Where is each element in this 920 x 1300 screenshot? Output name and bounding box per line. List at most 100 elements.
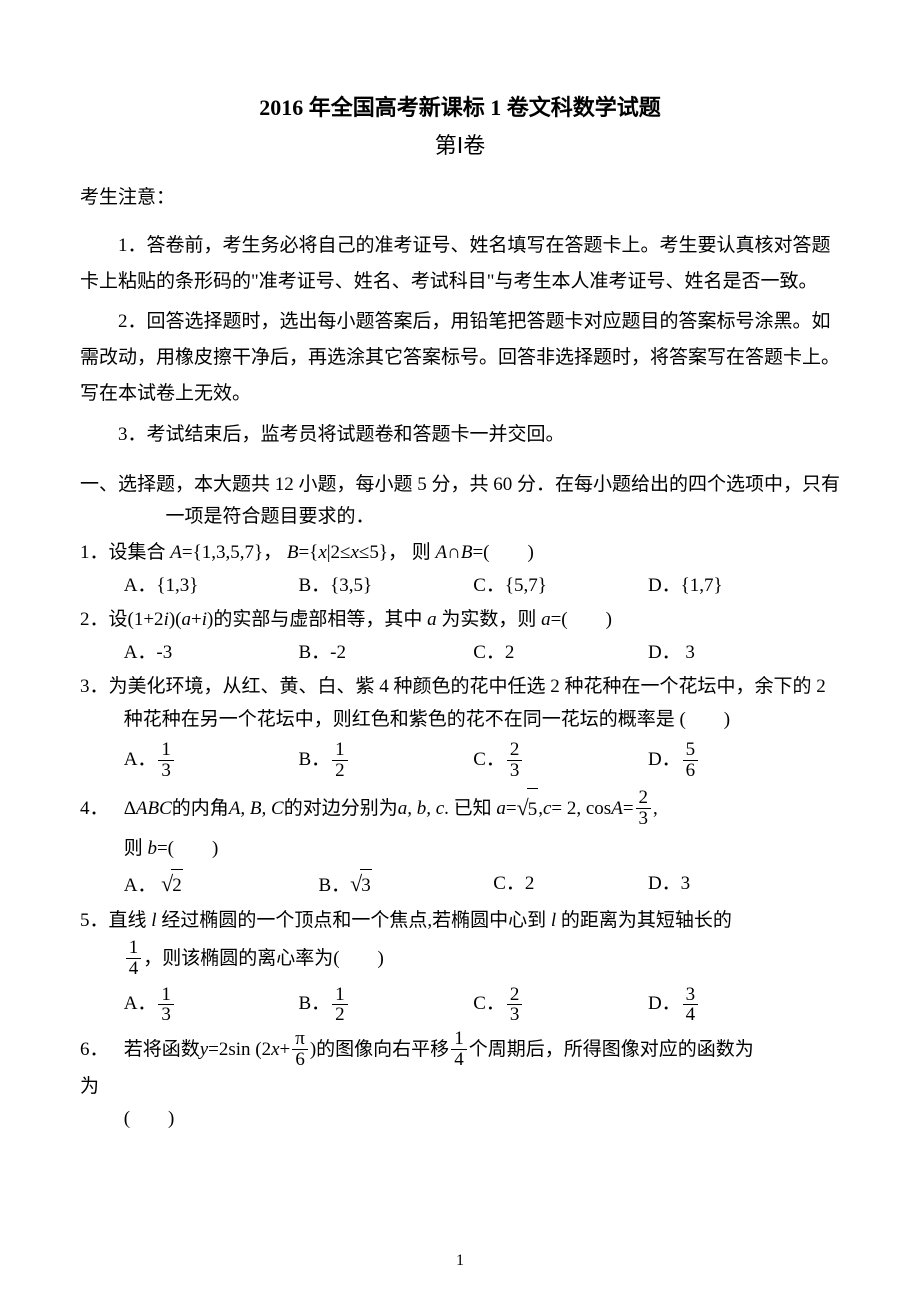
- q4-optB: B．√3: [318, 865, 488, 902]
- q4-sqrt3-val: 3: [360, 869, 372, 902]
- q3-fracD: 56: [683, 740, 699, 781]
- q2-optD: D． 3: [648, 637, 695, 669]
- q6-wei: 为: [80, 1071, 840, 1103]
- q1-B: B: [287, 542, 299, 563]
- q4-end: ,: [653, 788, 658, 830]
- q4-fracCos-d: 3: [636, 809, 652, 829]
- q5-optB-label: B．: [298, 993, 330, 1014]
- notice-item-2: 2．回答选择题时，选出每小题答案后，用铅笔把答题卡对应题目的答案标号涂黑。如需改…: [80, 304, 840, 412]
- q6-frac14-n: 1: [451, 1029, 467, 1050]
- q5-frac14-d: 4: [126, 959, 142, 979]
- q5-frac14-n: 1: [126, 938, 142, 959]
- q4-mid1: 的内角: [172, 788, 229, 830]
- q4-thenb: =( ): [157, 838, 218, 859]
- q2-a1: a: [182, 609, 192, 630]
- q2-optB: B．-2: [298, 637, 468, 669]
- question-4: 4． ΔABC 的内角 A, B, C 的对边分别为 a, b, c. 已知 a…: [80, 784, 840, 902]
- q3-optB-label: B．: [298, 749, 330, 770]
- q6-y: y: [200, 1029, 208, 1071]
- q5-end: ，则该椭圆的离心率为( ): [143, 937, 384, 981]
- q3-num: 3．: [80, 676, 109, 697]
- q4-b: b: [147, 838, 157, 859]
- q4-fracCos: 23: [636, 788, 652, 829]
- q4-ABCletters: A, B, C: [229, 788, 284, 830]
- q3-optC: C．23: [473, 737, 643, 783]
- q1-x2: x: [350, 542, 358, 563]
- q5-optC-label: C．: [473, 993, 505, 1014]
- page-number: 1: [0, 1252, 920, 1270]
- q4-mid3: . 已知: [444, 788, 492, 830]
- q3-text: 为美化环境，从红、黄、白、紫 4 种颜色的花中任选 2 种花种在一个花坛中，余下…: [109, 676, 826, 729]
- q4-pre: Δ: [124, 788, 136, 830]
- q5-fracD-n: 3: [683, 985, 699, 1006]
- q2-a3: a: [541, 609, 551, 630]
- q5-mid2: 的距离为其短轴长的: [556, 910, 732, 931]
- q1-cap: ∩: [447, 542, 461, 563]
- q6-mid: )的图像向右平移: [310, 1029, 449, 1071]
- q4-mid2: 的对边分别为: [284, 788, 398, 830]
- q4-abc: a, b, c: [398, 788, 444, 830]
- q4-c: c: [543, 788, 551, 830]
- q5-fracD: 34: [683, 985, 699, 1026]
- q6-fracPi6-n: π: [292, 1029, 308, 1050]
- q3-optD: D．56: [648, 737, 700, 783]
- q1-optD: D．{1,7}: [648, 570, 723, 602]
- q4-optA-label: A．: [124, 875, 161, 896]
- question-6: 6．若将函数 y=2sin (2x+π6)的图像向右平移14个周期后，所得图像对…: [80, 1029, 840, 1135]
- q1-pre: 设集合: [109, 542, 171, 563]
- q4-fracCos-n: 2: [636, 788, 652, 809]
- q5-fracC: 23: [507, 985, 523, 1026]
- q4-sqrt5: √5: [517, 784, 539, 832]
- q4-sqrt2-val: 2: [171, 869, 183, 902]
- question-3: 3．为美化环境，从红、黄、白、紫 4 种颜色的花中任选 2 种花种在一个花坛中，…: [80, 671, 840, 782]
- q4-num: 4．: [80, 788, 124, 830]
- q3-optA: A．13: [124, 737, 294, 783]
- q5-fracB-n: 1: [332, 985, 348, 1006]
- q6-fracPi6-d: 6: [292, 1050, 308, 1070]
- q5-fracC-n: 2: [507, 985, 523, 1006]
- notice-header: 考生注意：: [80, 180, 840, 216]
- question-1: 1．设集合 A={1,3,5,7}， B={x|2≤x≤5}， 则 A∩B=( …: [80, 537, 840, 602]
- q2-mid3: )的实部与虚部相等，其中: [207, 609, 427, 630]
- q3-fracC-d: 3: [507, 761, 523, 781]
- q1-sets: ={1,3,5,7}，: [182, 542, 287, 563]
- q4-A: A: [611, 788, 623, 830]
- q6-end: 个周期后，所得图像对应的函数为: [469, 1029, 754, 1071]
- q4-gc2: = 2, cos: [551, 788, 611, 830]
- q5-fracD-d: 4: [683, 1005, 699, 1025]
- q1-setB: |2≤: [327, 542, 351, 563]
- q4-sqrt2: √2: [161, 865, 183, 902]
- q4-ABC: ABC: [136, 788, 172, 830]
- q1-x: x: [318, 542, 326, 563]
- q2-num: 2．: [80, 609, 109, 630]
- q5-fracB: 12: [332, 985, 348, 1026]
- q2-pre: 设(1+2: [109, 609, 164, 630]
- q2-mid2: +: [191, 609, 202, 630]
- q3-fracC: 23: [507, 740, 523, 781]
- q3-fracA: 13: [158, 740, 174, 781]
- q4-gA: =: [623, 788, 634, 830]
- q6-frac14: 14: [451, 1029, 467, 1070]
- q4-ga: =: [506, 788, 517, 830]
- q2-a2: a: [427, 609, 437, 630]
- q5-fracA: 13: [158, 985, 174, 1026]
- q1-num: 1．: [80, 542, 109, 563]
- q2-optA: A．-3: [124, 637, 294, 669]
- q4-sqrt3: √3: [350, 865, 372, 902]
- q5-fracA-n: 1: [158, 985, 174, 1006]
- question-5: 5．直线 l 经过椭圆的一个顶点和一个焦点,若椭圆中心到 l 的距离为其短轴长的…: [80, 905, 840, 1027]
- q5-fracC-d: 3: [507, 1005, 523, 1025]
- q6-pre: 若将函数: [124, 1029, 200, 1071]
- question-2: 2．设(1+2i)(a+i)的实部与虚部相等，其中 a 为实数，则 a=( ) …: [80, 604, 840, 669]
- q5-num: 5．: [80, 910, 109, 931]
- section-header: 一、选择题，本大题共 12 小题，每小题 5 分，共 60 分．在每小题给出的四…: [80, 469, 840, 534]
- notice-item-3: 3．考试结束后，监考员将试题卷和答题卡一并交回。: [80, 417, 840, 453]
- q2-optC: C．2: [473, 637, 643, 669]
- q4-optB-label: B．: [318, 875, 350, 896]
- q6-plus: +: [280, 1029, 291, 1071]
- q1-optA: A．{1,3}: [124, 570, 294, 602]
- q5-optD-label: D．: [648, 993, 681, 1014]
- q6-fracPi6: π6: [292, 1029, 308, 1070]
- q2-mid4: 为实数，则: [437, 609, 542, 630]
- q1-B2: B: [461, 542, 473, 563]
